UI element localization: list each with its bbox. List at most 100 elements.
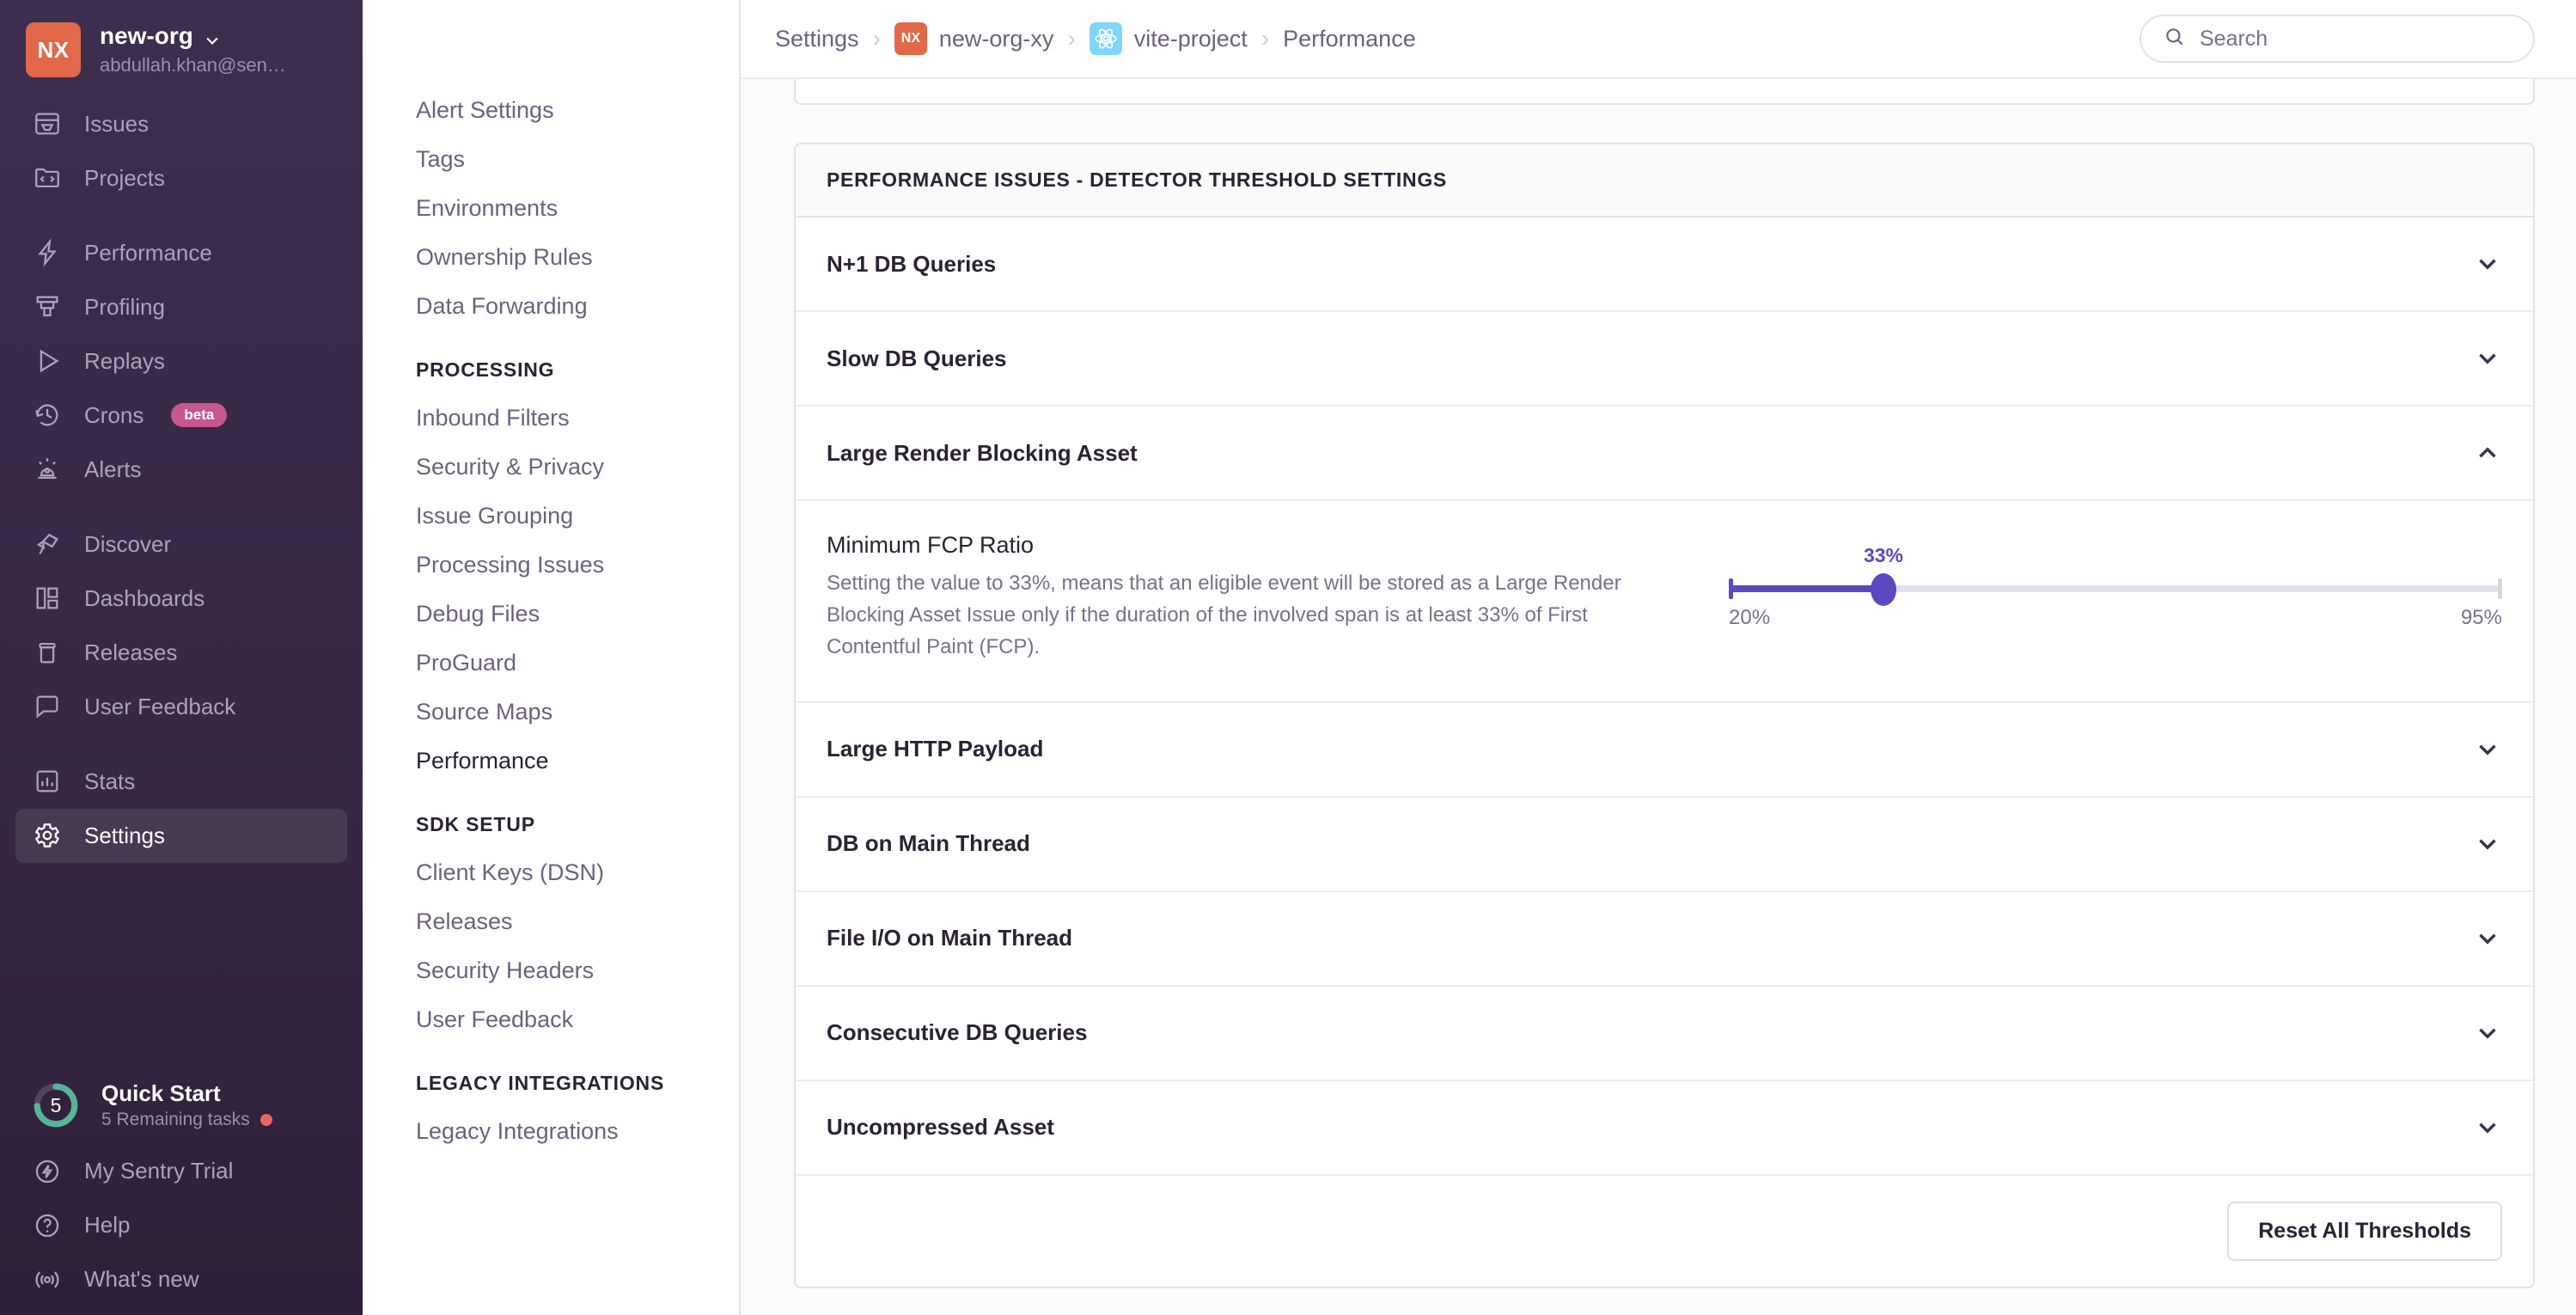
sidebar-item-settings[interactable]: Settings bbox=[15, 808, 347, 863]
quick-start-subtitle-row: 5 Remaining tasks bbox=[101, 1110, 272, 1130]
settings-nav-debug-files[interactable]: Debug Files bbox=[416, 601, 540, 627]
settings-nav-client-keys[interactable]: Client Keys (DSN) bbox=[416, 859, 605, 885]
breadcrumb-separator: › bbox=[1261, 25, 1270, 52]
reset-all-thresholds-button[interactable]: Reset All Thresholds bbox=[2227, 1201, 2502, 1261]
sidebar-item-label: What's new bbox=[84, 1266, 199, 1292]
detector-row-n1-db-queries[interactable]: N+1 DB Queries bbox=[796, 217, 2533, 312]
threshold-slider[interactable]: 33% 20% 95% bbox=[1729, 544, 2502, 639]
settings-nav-user-feedback[interactable]: User Feedback bbox=[416, 1006, 574, 1032]
sidebar-item-projects[interactable]: Projects bbox=[15, 151, 347, 205]
sidebar-item-label: Crons bbox=[84, 401, 144, 428]
sidebar-item-performance[interactable]: Performance bbox=[15, 226, 347, 280]
sidebar-item-replays[interactable]: Replays bbox=[15, 334, 347, 388]
bolt-circle-icon bbox=[31, 1155, 64, 1188]
chevron-down-icon[interactable] bbox=[2473, 924, 2502, 953]
nav-group-footer: My Sentry Trial Help What's new bbox=[0, 1144, 363, 1306]
question-circle-icon bbox=[31, 1209, 64, 1242]
chevron-down-icon[interactable] bbox=[2473, 249, 2502, 278]
quick-start-button[interactable]: 5 Quick Start 5 Remaining tasks bbox=[0, 1067, 363, 1144]
detector-row-consecutive-db-queries[interactable]: Consecutive DB Queries bbox=[796, 987, 2533, 1081]
sidebar-item-crons[interactable]: Crons beta bbox=[15, 388, 347, 443]
setting-control-block: 33% 20% 95% bbox=[1729, 532, 2502, 639]
slider-fill bbox=[1729, 585, 1883, 592]
quick-start-subtitle: 5 Remaining tasks bbox=[101, 1110, 250, 1129]
sidebar-item-alerts[interactable]: Alerts bbox=[15, 443, 347, 497]
sidebar-item-stats[interactable]: Stats bbox=[15, 755, 347, 809]
nav-group-explore: Discover Dashboards Releases User Feedba… bbox=[0, 517, 363, 734]
breadcrumb-performance[interactable]: Performance bbox=[1283, 25, 1416, 52]
detector-row-large-http-payload[interactable]: Large HTTP Payload bbox=[796, 703, 2533, 798]
setting-label: Minimum FCP Ratio bbox=[827, 532, 1035, 558]
settings-nav-issue-grouping[interactable]: Issue Grouping bbox=[416, 503, 574, 529]
chevron-down-icon bbox=[204, 28, 221, 45]
broadcast-icon bbox=[31, 1263, 64, 1296]
detector-threshold-panel: PERFORMANCE ISSUES - DETECTOR THRESHOLD … bbox=[794, 143, 2535, 1288]
breadcrumb-org-label: new-org-xy bbox=[938, 25, 1054, 52]
sidebar-item-user-feedback[interactable]: User Feedback bbox=[15, 680, 347, 734]
breadcrumb-project[interactable]: vite-project bbox=[1089, 22, 1248, 55]
detector-row-uncompressed-asset[interactable]: Uncompressed Asset bbox=[796, 1081, 2533, 1176]
settings-nav-releases[interactable]: Releases bbox=[416, 908, 513, 934]
breadcrumb-org[interactable]: NX new-org-xy bbox=[894, 22, 1054, 55]
detector-row-db-on-main-thread[interactable]: DB on Main Thread bbox=[796, 798, 2533, 892]
sidebar-item-label: Dashboards bbox=[84, 584, 205, 611]
settings-nav-ownership-rules[interactable]: Ownership Rules bbox=[416, 244, 593, 270]
chevron-down-icon[interactable] bbox=[2473, 1018, 2502, 1048]
sidebar-item-my-sentry-trial[interactable]: My Sentry Trial bbox=[15, 1144, 347, 1198]
sidebar-item-discover[interactable]: Discover bbox=[15, 517, 347, 572]
slider-track[interactable] bbox=[1729, 585, 2502, 592]
sidebar-item-label: My Sentry Trial bbox=[84, 1158, 234, 1184]
sidebar-item-label: Help bbox=[84, 1212, 131, 1238]
org-name: new-org bbox=[100, 22, 193, 49]
dashboards-icon bbox=[31, 582, 64, 615]
settings-nav-alert-settings[interactable]: Alert Settings bbox=[416, 97, 554, 123]
settings-nav-data-forwarding[interactable]: Data Forwarding bbox=[416, 293, 588, 319]
settings-nav-proguard[interactable]: ProGuard bbox=[416, 650, 517, 676]
settings-nav-security-privacy[interactable]: Security & Privacy bbox=[416, 454, 605, 480]
settings-nav-inbound-filters[interactable]: Inbound Filters bbox=[416, 405, 570, 431]
detector-title: Uncompressed Asset bbox=[827, 1114, 1054, 1141]
settings-nav-heading-sdk-setup: SDK SETUP bbox=[416, 813, 535, 835]
quick-start-text: Quick Start 5 Remaining tasks bbox=[101, 1080, 272, 1130]
chevron-up-icon[interactable] bbox=[2473, 438, 2502, 468]
slider-range-labels: 20% 95% bbox=[1729, 606, 2502, 630]
settings-navigation: Alert Settings Tags Environments Ownersh… bbox=[363, 0, 741, 1315]
settings-nav-source-maps[interactable]: Source Maps bbox=[416, 699, 553, 725]
settings-nav-environments[interactable]: Environments bbox=[416, 195, 559, 221]
org-avatar: NX bbox=[26, 22, 81, 78]
react-icon bbox=[1089, 22, 1122, 55]
chevron-down-icon[interactable] bbox=[2473, 735, 2502, 764]
chevron-down-icon[interactable] bbox=[2473, 829, 2502, 859]
settings-nav-legacy-integrations[interactable]: Legacy Integrations bbox=[416, 1118, 619, 1144]
org-text: new-org abdullah.khan@sen… bbox=[100, 22, 286, 78]
chevron-down-icon[interactable] bbox=[2473, 344, 2502, 373]
settings-nav-processing-issues[interactable]: Processing Issues bbox=[416, 552, 605, 578]
sidebar-item-releases[interactable]: Releases bbox=[15, 626, 347, 680]
detector-row-file-io-on-main-thread[interactable]: File I/O on Main Thread bbox=[796, 892, 2533, 987]
sidebar-item-label: Discover bbox=[84, 530, 172, 557]
org-email: abdullah.khan@sen… bbox=[100, 54, 286, 76]
search-input[interactable]: Search bbox=[2140, 15, 2535, 63]
breadcrumb-separator: › bbox=[1067, 25, 1076, 52]
settings-nav-security-headers[interactable]: Security Headers bbox=[416, 957, 595, 983]
breadcrumb-settings[interactable]: Settings bbox=[775, 25, 859, 52]
nav-divider bbox=[0, 497, 363, 517]
detector-row-slow-db-queries[interactable]: Slow DB Queries bbox=[796, 312, 2533, 407]
org-dropdown[interactable]: NX new-org abdullah.khan@sen… bbox=[0, 0, 363, 97]
sidebar-item-label: Releases bbox=[84, 639, 178, 665]
detector-title: Slow DB Queries bbox=[827, 345, 1007, 371]
settings-nav-tags[interactable]: Tags bbox=[416, 146, 466, 172]
setting-description: Setting the value to 33%, means that an … bbox=[827, 572, 1621, 659]
sidebar-item-issues[interactable]: Issues bbox=[15, 97, 347, 151]
chevron-down-icon[interactable] bbox=[2473, 1113, 2502, 1142]
sidebar-item-whats-new[interactable]: What's new bbox=[15, 1252, 347, 1306]
sidebar-item-label: Projects bbox=[84, 164, 165, 191]
settings-nav-performance[interactable]: Performance bbox=[416, 748, 549, 774]
slider-thumb[interactable] bbox=[1871, 573, 1896, 606]
detector-row-large-render-blocking-asset[interactable]: Large Render Blocking Asset bbox=[796, 407, 2533, 501]
sidebar-item-label: Performance bbox=[84, 239, 212, 266]
releases-icon bbox=[31, 636, 64, 669]
sidebar-item-profiling[interactable]: Profiling bbox=[15, 280, 347, 334]
sidebar-item-help[interactable]: Help bbox=[15, 1198, 347, 1252]
sidebar-item-dashboards[interactable]: Dashboards bbox=[15, 572, 347, 626]
